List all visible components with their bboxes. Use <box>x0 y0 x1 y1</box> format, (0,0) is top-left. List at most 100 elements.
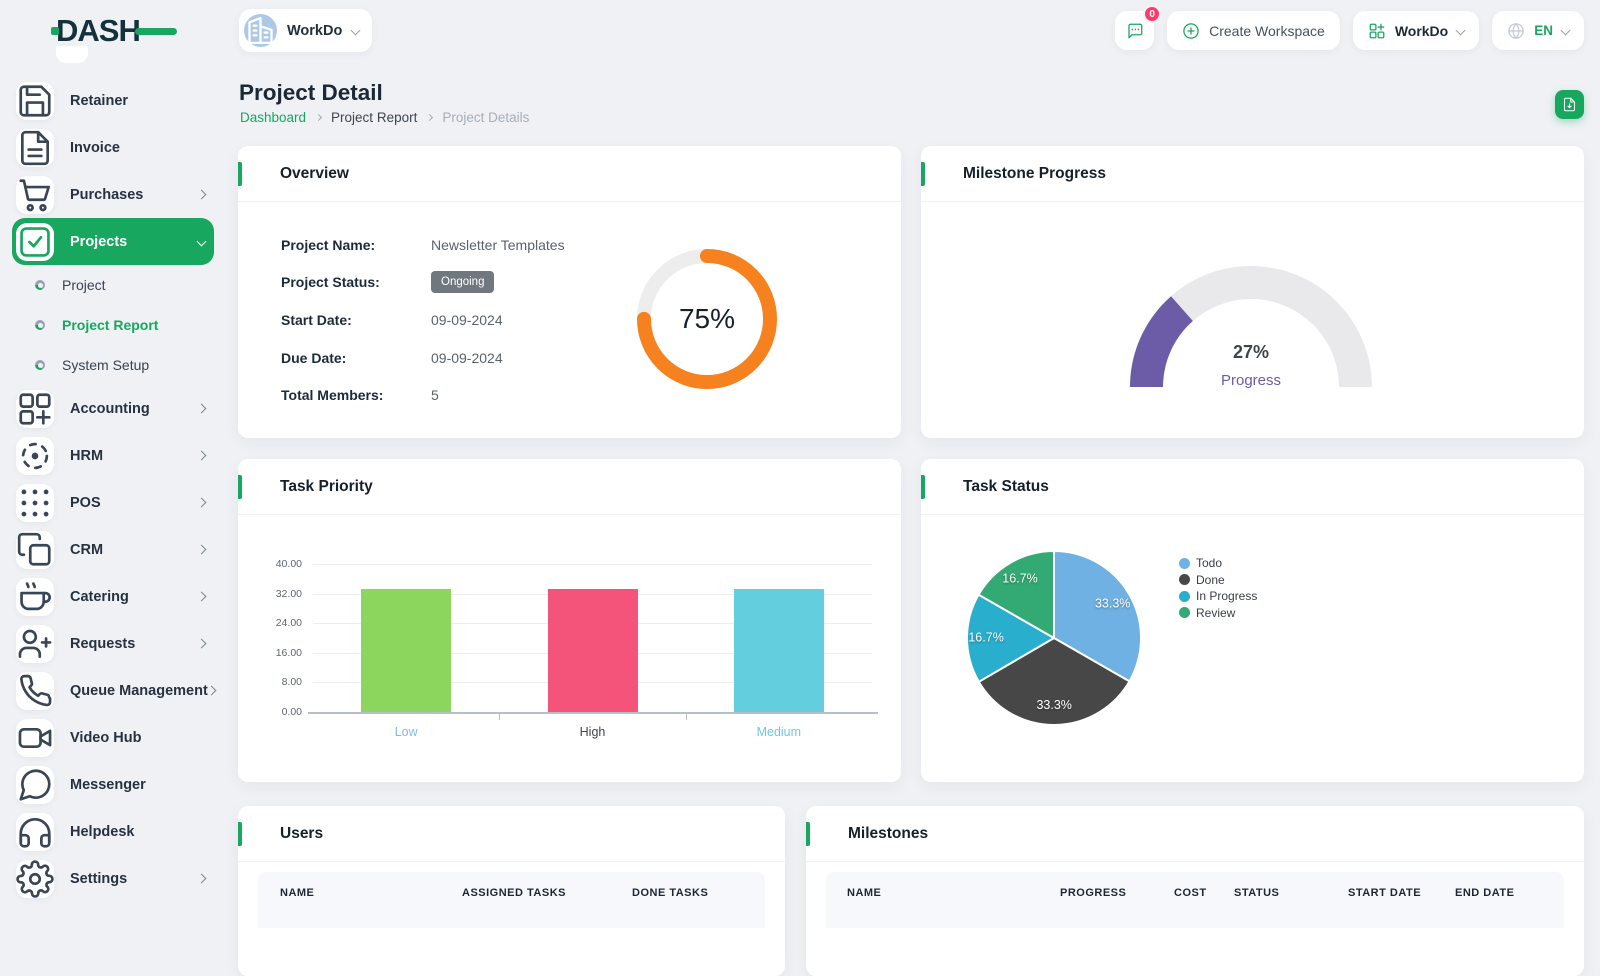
logo-accent-notch <box>51 27 59 35</box>
grid-add-icon <box>16 389 54 428</box>
sidebar-subitem-project-report[interactable]: Project Report <box>16 305 214 345</box>
bar-low[interactable] <box>361 588 452 712</box>
legend-dot <box>1179 557 1190 569</box>
sidebar-item-video-hub[interactable]: Video Hub <box>16 714 214 761</box>
overview-field-row: Due Date: 09-09-2024 <box>281 339 626 377</box>
legend-item-todo[interactable]: Todo <box>1179 556 1257 571</box>
chevron-right-icon <box>196 591 207 602</box>
language-selector[interactable]: EN <box>1492 11 1584 50</box>
sidebar-item-queue-management[interactable]: Queue Management <box>16 667 217 714</box>
app-switcher-button[interactable]: WorkDo <box>1352 11 1480 50</box>
building-icon <box>244 14 277 47</box>
task-priority-title: Task Priority <box>280 477 373 495</box>
workspace-switcher[interactable]: WorkDo <box>239 9 373 52</box>
sidebar-nav: Retainer Invoice Purchases Projects Project P… <box>0 62 224 900</box>
field-value: Newsletter Templates <box>431 236 565 253</box>
pie-slice-label: 33.3% <box>1095 596 1130 610</box>
chevron-down-icon <box>1560 25 1571 36</box>
sidebar-item-requests[interactable]: Requests <box>16 620 214 667</box>
overview-field-row: Project Name: Newsletter Templates <box>281 226 626 264</box>
chevron-right-icon <box>196 450 207 461</box>
pie-slice-done[interactable] <box>977 637 1131 727</box>
field-value: 5 <box>431 387 439 404</box>
sidebar-item-crm[interactable]: CRM <box>16 526 214 573</box>
bullet-ring-icon <box>35 360 45 370</box>
status-badge: Ongoing <box>431 271 495 294</box>
app-switcher-label: WorkDo <box>1394 22 1449 39</box>
sidebar-subitem-label: Project Report <box>62 317 159 333</box>
grid-plus-icon <box>1368 22 1386 40</box>
milestones-card: Milestones NAME PROGRESS COST STATUS START D… <box>806 806 1584 976</box>
sidebar-item-label: Queue Management <box>70 682 208 699</box>
column-header-assigned-tasks: ASSIGNED TASKS <box>462 887 566 899</box>
card-accent-bar <box>921 162 925 186</box>
sidebar-item-helpdesk[interactable]: Helpdesk <box>16 808 214 855</box>
sidebar-item-retainer[interactable]: Retainer <box>16 77 214 124</box>
export-button[interactable] <box>1555 90 1584 119</box>
create-workspace-button[interactable]: Create Workspace <box>1167 11 1340 50</box>
chevron-right-icon <box>196 497 207 508</box>
x-axis-category-label: Medium <box>756 725 802 739</box>
y-axis-tick-label: 40.00 <box>275 558 302 570</box>
sidebar-item-catering[interactable]: Catering <box>16 573 214 620</box>
field-value: 09-09-2024 <box>431 349 503 366</box>
task-status-title: Task Status <box>963 477 1049 495</box>
workspace-name: WorkDo <box>287 22 343 39</box>
x-axis-category-label: Low <box>394 725 418 739</box>
card-accent-bar <box>238 162 242 186</box>
notification-badge: 0 <box>1143 5 1162 23</box>
legend-label: Todo <box>1196 556 1223 571</box>
sidebar-subitem-system-setup[interactable]: System Setup <box>16 345 214 385</box>
breadcrumb-dashboard[interactable]: Dashboard <box>240 110 307 125</box>
x-axis-tick <box>499 714 501 720</box>
overview-title: Overview <box>280 164 349 182</box>
breadcrumb: Dashboard Project Report Project Details <box>240 110 529 125</box>
app-logo[interactable]: DASH <box>51 13 177 49</box>
chevron-right-icon <box>196 189 207 200</box>
bar-medium[interactable] <box>733 588 824 712</box>
sidebar-item-accounting[interactable]: Accounting <box>16 385 214 432</box>
save-icon <box>16 81 54 120</box>
sidebar-subitem-project[interactable]: Project <box>16 265 214 305</box>
sidebar-item-pos[interactable]: POS <box>16 479 214 526</box>
legend-item-review[interactable]: Review <box>1179 605 1257 620</box>
sidebar-item-settings[interactable]: Settings <box>16 855 214 902</box>
sidebar-item-hrm[interactable]: HRM <box>16 432 214 479</box>
legend-item-in-progress[interactable]: In Progress <box>1179 589 1257 603</box>
create-workspace-label: Create Workspace <box>1209 22 1325 39</box>
x-axis-tick <box>685 714 687 720</box>
breadcrumb-project-report[interactable]: Project Report <box>331 110 418 125</box>
y-axis-tick-label: 16.00 <box>275 646 302 659</box>
task-priority-bar-chart: 0.00 8.00 16.00 24.00 32.00 40.00 Low High Mediu… <box>238 459 901 782</box>
card-accent-bar <box>921 475 925 499</box>
field-label: Project Name: <box>281 236 376 253</box>
pie-slice-label: 16.7% <box>968 630 1003 644</box>
pie-slice-todo[interactable] <box>1053 550 1143 683</box>
milestones-title: Milestones <box>848 824 929 842</box>
pie-legend: Todo Done In Progress Review <box>1179 556 1257 620</box>
field-label: Due Date: <box>281 349 347 366</box>
users-table-header: NAME ASSIGNED TASKS DONE TASKS <box>258 872 765 928</box>
sidebar-item-label: Helpdesk <box>70 823 135 840</box>
sidebar-item-invoice[interactable]: Invoice <box>16 124 214 171</box>
copy-icon <box>16 530 54 569</box>
gear-icon <box>16 859 54 898</box>
sidebar-subitem-label: Project <box>62 277 106 293</box>
sidebar-item-projects[interactable]: Projects <box>12 218 214 265</box>
milestones-card-header: Milestones <box>806 806 1584 862</box>
bullet-ring-icon <box>35 280 45 290</box>
overview-fields: Project Name: Newsletter Templates Project… <box>281 226 626 414</box>
completion-percent: 75% <box>678 303 736 334</box>
pie-slice-review[interactable] <box>977 550 1055 639</box>
sidebar-item-messenger[interactable]: Messenger <box>16 761 214 808</box>
bar-high[interactable] <box>547 588 638 712</box>
sidebar-item-purchases[interactable]: Purchases <box>16 171 214 218</box>
pie-slice-in-progress[interactable] <box>965 593 1055 683</box>
legend-item-done[interactable]: Done <box>1179 573 1257 587</box>
sidebar-item-label: Video Hub <box>70 729 142 746</box>
sidebar-item-label: Invoice <box>70 139 120 156</box>
logo-text: DASH <box>56 13 141 48</box>
gridline <box>313 564 872 565</box>
messages-button[interactable]: 0 <box>1115 5 1162 50</box>
legend-label: Review <box>1196 605 1236 620</box>
